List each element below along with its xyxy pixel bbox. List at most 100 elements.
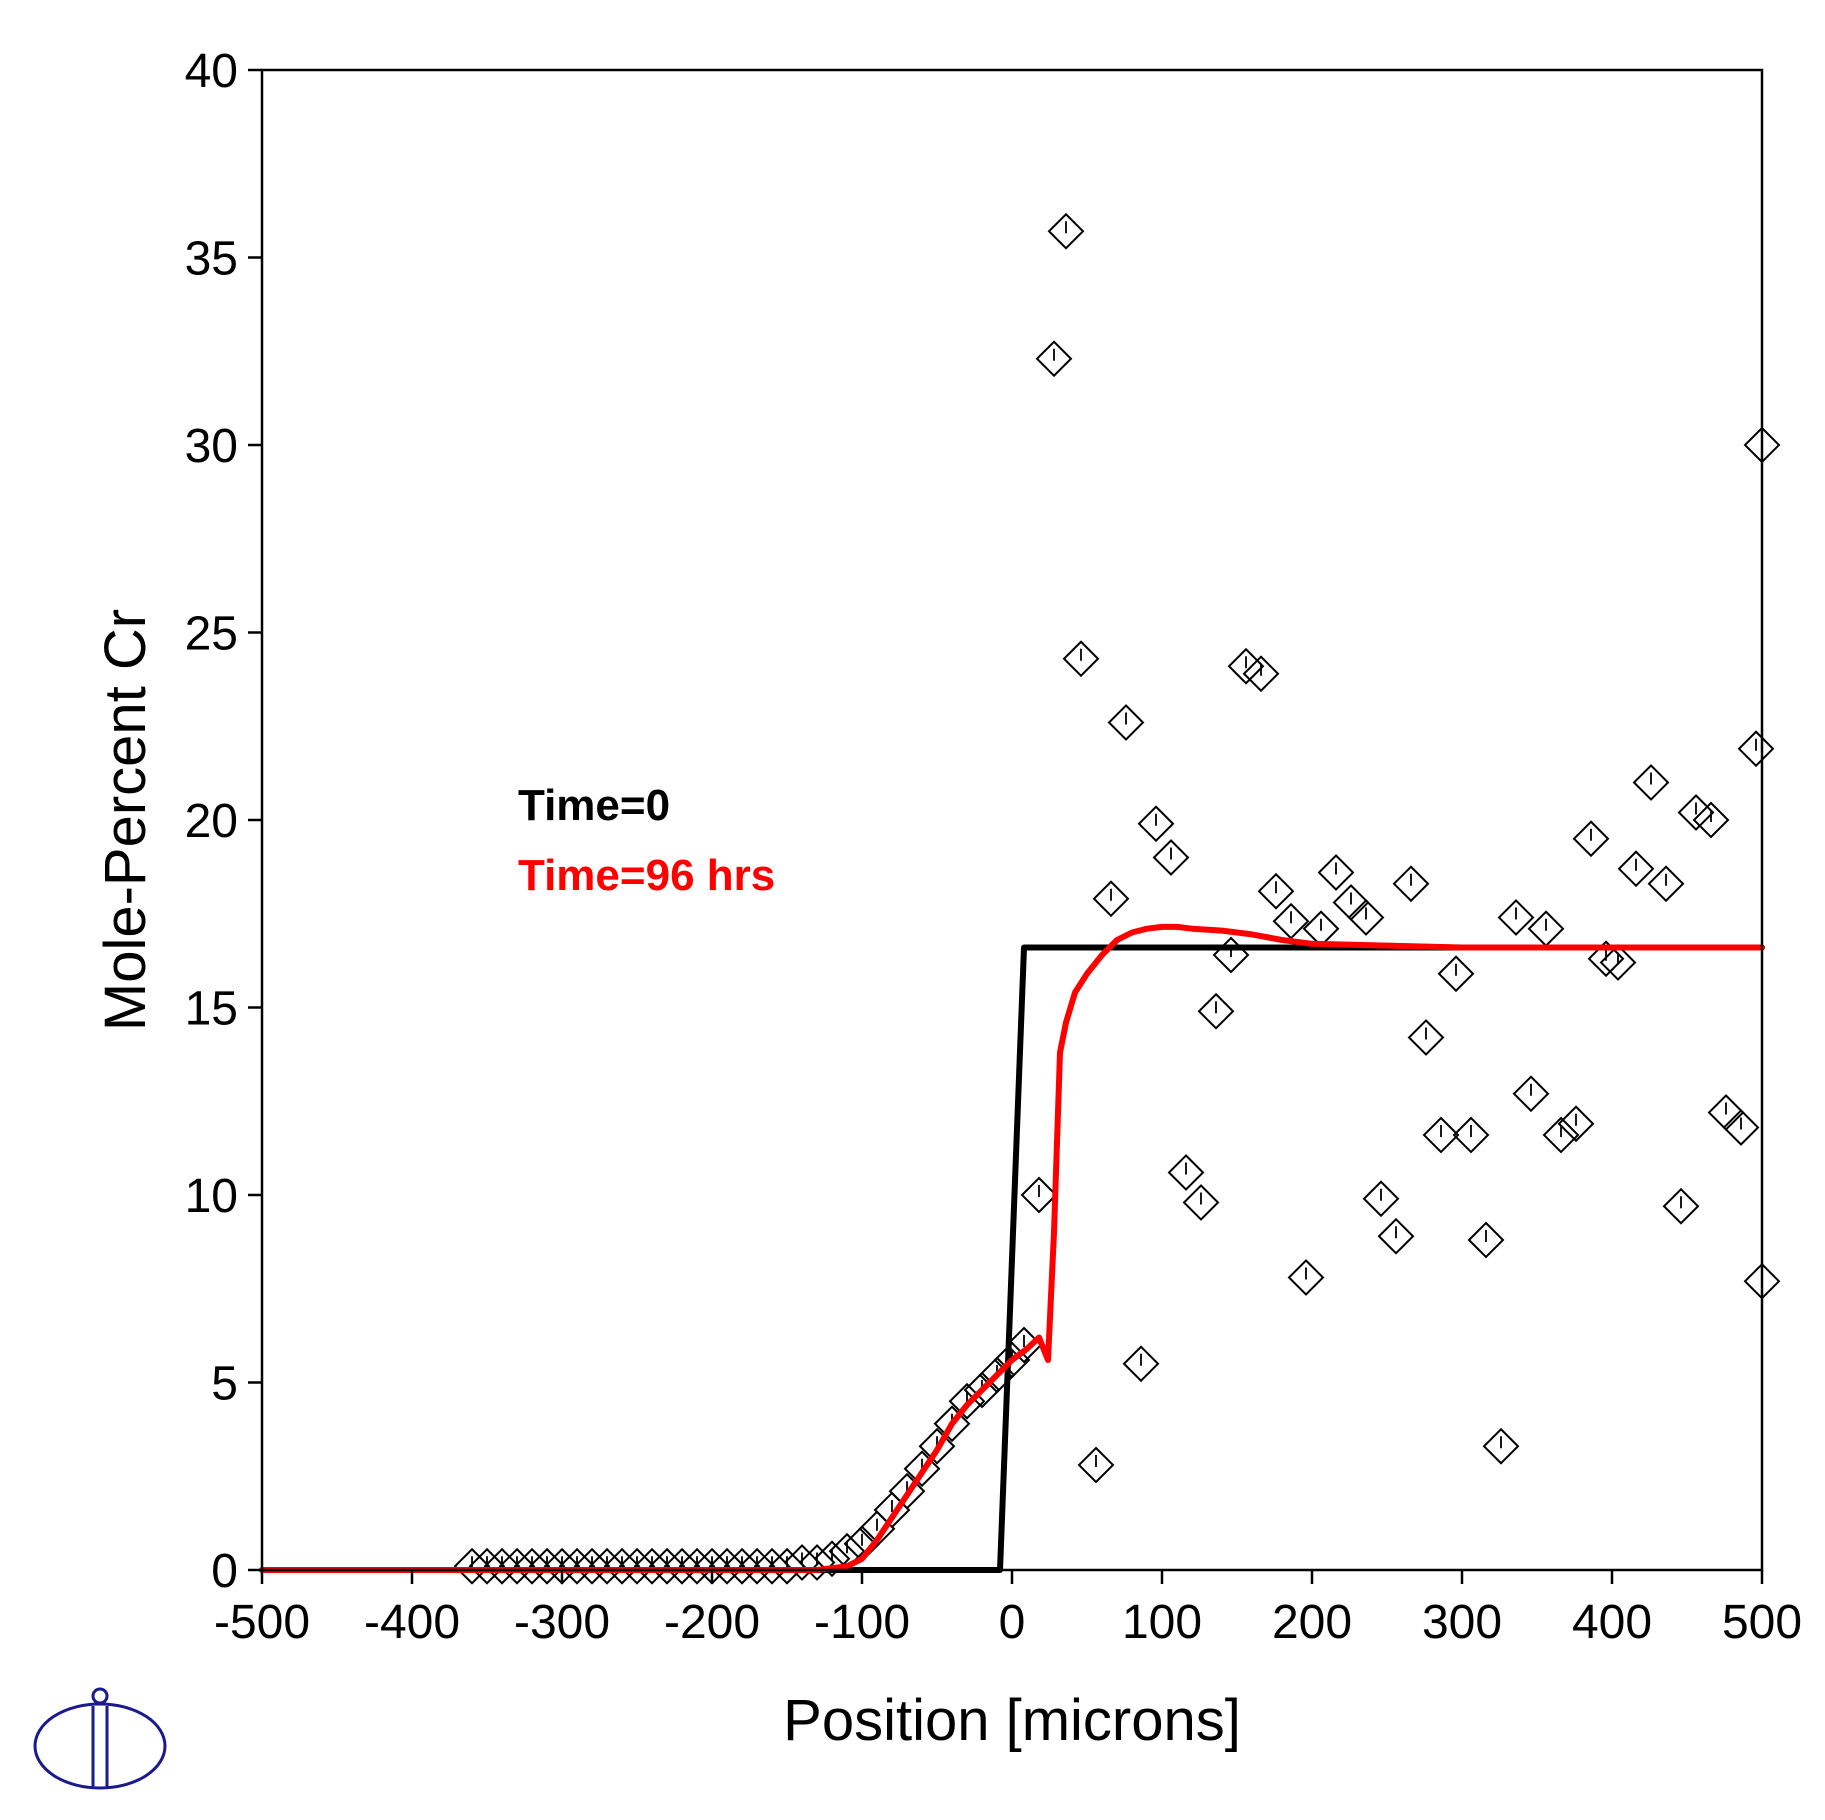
data-point-marker xyxy=(1437,955,1475,993)
data-point-marker xyxy=(1497,899,1535,936)
data-point-marker xyxy=(708,1547,746,1585)
data-point-marker xyxy=(1692,801,1730,839)
x-axis: -500 -400 -300 -200 -100 0 100 200 300 400 500 xyxy=(214,1570,1802,1649)
data-point-marker xyxy=(453,1547,491,1585)
data-point-marker xyxy=(633,1547,671,1585)
data-point-marker xyxy=(1467,1221,1505,1259)
data-point-marker xyxy=(603,1547,641,1585)
data-point xyxy=(1377,1217,1415,1255)
data-point-marker xyxy=(648,1547,686,1585)
y-axis-title: Mole-Percent Cr xyxy=(93,609,158,1031)
x-tick-label: -100 xyxy=(814,1596,910,1649)
y-tick-label: 5 xyxy=(211,1358,238,1411)
data-point xyxy=(1077,1446,1115,1484)
data-point xyxy=(1512,1075,1550,1113)
data-point xyxy=(1662,1187,1700,1225)
data-point xyxy=(513,1547,551,1585)
data-point-marker xyxy=(1287,1259,1325,1296)
y-tick-label: 35 xyxy=(185,233,238,286)
data-point xyxy=(1557,1105,1595,1143)
data-point xyxy=(738,1547,776,1585)
y-tick-label: 15 xyxy=(185,983,238,1036)
x-axis-title: Position [microns] xyxy=(783,1688,1241,1753)
data-point xyxy=(678,1547,716,1585)
data-point xyxy=(1572,820,1610,858)
data-point-marker xyxy=(738,1547,776,1585)
thermo-calc-logo-icon xyxy=(33,1687,167,1790)
data-point xyxy=(813,1540,851,1578)
x-tick-label: -400 xyxy=(364,1596,460,1649)
data-point-marker xyxy=(1257,872,1295,910)
data-point-marker xyxy=(1047,212,1085,250)
data-point-marker xyxy=(483,1547,521,1585)
y-tick-label: 0 xyxy=(211,1545,238,1598)
data-point xyxy=(603,1547,641,1585)
data-point-marker xyxy=(1035,340,1073,378)
data-point xyxy=(1062,640,1100,678)
data-point-marker xyxy=(963,1371,1001,1409)
data-point-marker xyxy=(1062,640,1100,678)
data-point-marker xyxy=(1152,839,1190,876)
data-point xyxy=(1692,801,1730,839)
data-point xyxy=(1197,992,1235,1030)
data-point xyxy=(1020,1176,1058,1214)
data-point-marker xyxy=(1392,865,1430,903)
data-point xyxy=(558,1547,596,1585)
data-point-marker xyxy=(1542,1116,1580,1154)
data-point xyxy=(1422,1116,1460,1154)
data-point xyxy=(528,1547,566,1585)
data-point-marker xyxy=(903,1450,941,1488)
data-point xyxy=(1152,839,1190,876)
data-point-marker xyxy=(618,1547,656,1585)
data-point xyxy=(1617,850,1655,888)
y-tick-label: 30 xyxy=(185,420,238,473)
data-point-marker xyxy=(513,1547,551,1585)
x-tick-label: 200 xyxy=(1272,1596,1352,1649)
data-point-marker xyxy=(1197,992,1235,1030)
data-point xyxy=(1317,854,1355,891)
data-point xyxy=(1137,805,1175,843)
data-point xyxy=(1092,880,1130,918)
x-tick-label: -500 xyxy=(214,1596,310,1649)
data-point xyxy=(483,1547,521,1585)
data-point-marker xyxy=(813,1540,851,1578)
data-point xyxy=(1647,865,1685,903)
data-point-marker xyxy=(933,1405,971,1443)
data-point-marker xyxy=(468,1547,506,1585)
data-point xyxy=(768,1547,806,1585)
y-tick-label: 10 xyxy=(185,1170,238,1223)
data-point-marker xyxy=(1617,850,1655,888)
data-point xyxy=(618,1547,656,1585)
y-axis: 0 5 10 15 20 25 30 35 40 xyxy=(185,45,262,1598)
x-tick-label: 500 xyxy=(1722,1596,1802,1649)
data-point-marker xyxy=(1242,655,1280,693)
data-point xyxy=(468,1547,506,1585)
data-point-marker xyxy=(1572,820,1610,858)
data-point xyxy=(798,1544,836,1581)
data-point xyxy=(1122,1345,1160,1383)
legend-label-time-96: Time=96 hrs xyxy=(518,851,775,900)
x-tick-label: 300 xyxy=(1422,1596,1502,1649)
data-point-marker xyxy=(1347,899,1385,936)
data-point-marker xyxy=(558,1547,596,1585)
data-point-marker xyxy=(678,1547,716,1585)
data-point-marker xyxy=(723,1547,761,1585)
data-point xyxy=(1599,944,1637,981)
data-point xyxy=(1167,1154,1205,1191)
data-point-marker xyxy=(1512,1075,1550,1113)
data-point-marker xyxy=(768,1547,806,1585)
data-point xyxy=(453,1547,491,1585)
data-point xyxy=(1392,865,1430,903)
data-point-marker xyxy=(1167,1154,1205,1191)
line-series-time-96-hrs xyxy=(259,923,1765,1573)
x-tick-label: 400 xyxy=(1572,1596,1652,1649)
y-tick-label: 40 xyxy=(185,45,238,98)
data-point xyxy=(1182,1184,1220,1221)
data-point-marker xyxy=(753,1547,791,1585)
data-point xyxy=(1035,340,1073,378)
data-point-marker xyxy=(1122,1345,1160,1383)
data-point-marker xyxy=(528,1547,566,1585)
data-point-marker xyxy=(1407,1019,1445,1056)
data-point xyxy=(1047,212,1085,250)
